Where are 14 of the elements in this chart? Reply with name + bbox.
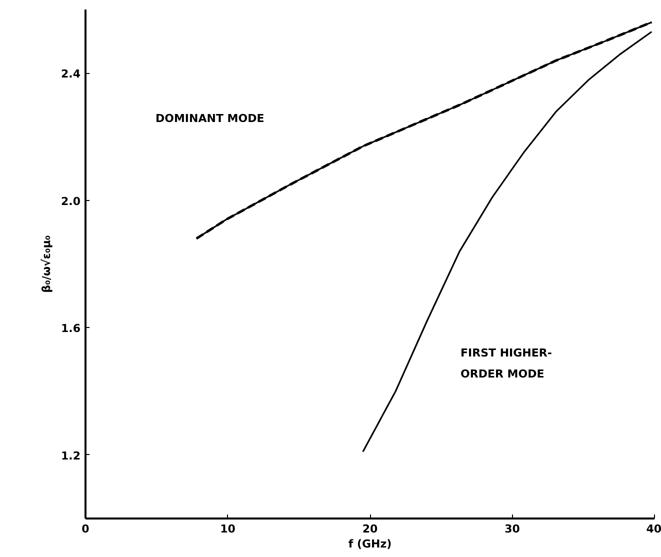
y-tick-label: 1.2	[61, 449, 81, 462]
x-axis-title: f (GHz)	[348, 538, 392, 550]
annotation: DOMINANT MODE	[156, 112, 264, 125]
x-tick-label: 20	[362, 522, 378, 536]
x-tick-label: 0	[82, 522, 90, 536]
x-tick-label: 40	[646, 522, 661, 536]
y-tick-label: 1.6	[61, 322, 81, 336]
annotation: FIRST HIGHER- ORDER MODE	[460, 346, 552, 380]
y-tick-label: 2.4	[61, 68, 81, 81]
y-axis-title: β₀/ω√ε₀μ₀	[40, 235, 54, 293]
x-tick-label: 30	[504, 522, 520, 536]
line-series	[362, 30, 652, 452]
x-tick-label: 10	[220, 522, 236, 536]
y-tick-label: 2.0	[61, 194, 81, 208]
